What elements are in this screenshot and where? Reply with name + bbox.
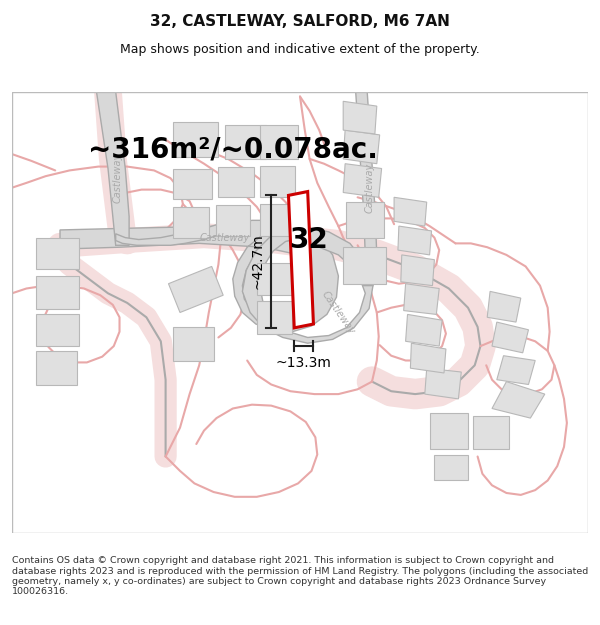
Polygon shape [36,314,79,346]
Polygon shape [173,327,214,361]
Polygon shape [434,454,468,481]
Polygon shape [404,284,439,314]
Text: Castleway: Castleway [320,289,357,336]
Polygon shape [394,198,427,226]
Polygon shape [173,122,218,157]
Polygon shape [289,191,313,328]
Polygon shape [430,413,468,449]
Polygon shape [425,368,461,399]
Polygon shape [36,276,79,309]
Polygon shape [173,169,212,199]
Text: Map shows position and indicative extent of the property.: Map shows position and indicative extent… [120,42,480,56]
Polygon shape [173,207,209,238]
Polygon shape [406,314,442,346]
Text: Castleway: Castleway [200,232,250,242]
Polygon shape [346,202,385,238]
Polygon shape [492,382,545,418]
Polygon shape [356,92,377,286]
Polygon shape [36,351,77,384]
Text: ~42.7m: ~42.7m [251,234,265,289]
Polygon shape [497,356,535,384]
Polygon shape [97,92,129,245]
Polygon shape [60,221,338,332]
Text: 32: 32 [289,226,328,254]
Polygon shape [492,322,529,353]
Text: 32, CASTLEWAY, SALFORD, M6 7AN: 32, CASTLEWAY, SALFORD, M6 7AN [150,14,450,29]
Text: ~13.3m: ~13.3m [276,356,332,371]
Polygon shape [36,238,79,269]
Text: Contains OS data © Crown copyright and database right 2021. This information is : Contains OS data © Crown copyright and d… [12,556,588,596]
Polygon shape [116,216,242,245]
Text: Castleway: Castleway [364,162,374,213]
Polygon shape [215,205,250,236]
Polygon shape [242,228,373,343]
Polygon shape [343,130,380,164]
Text: Castleway: Castleway [113,153,122,203]
Polygon shape [260,204,295,236]
Polygon shape [218,167,254,198]
Polygon shape [257,262,295,295]
Polygon shape [343,164,382,198]
Polygon shape [169,266,223,312]
Polygon shape [260,166,295,198]
Polygon shape [401,255,434,286]
Polygon shape [473,416,509,449]
Polygon shape [343,101,377,134]
Polygon shape [410,343,446,373]
Polygon shape [487,291,521,322]
Polygon shape [257,301,292,334]
Polygon shape [225,125,266,159]
Polygon shape [343,248,386,284]
Polygon shape [398,226,431,255]
Text: ~316m²/~0.078ac.: ~316m²/~0.078ac. [88,135,378,163]
Polygon shape [260,125,298,159]
